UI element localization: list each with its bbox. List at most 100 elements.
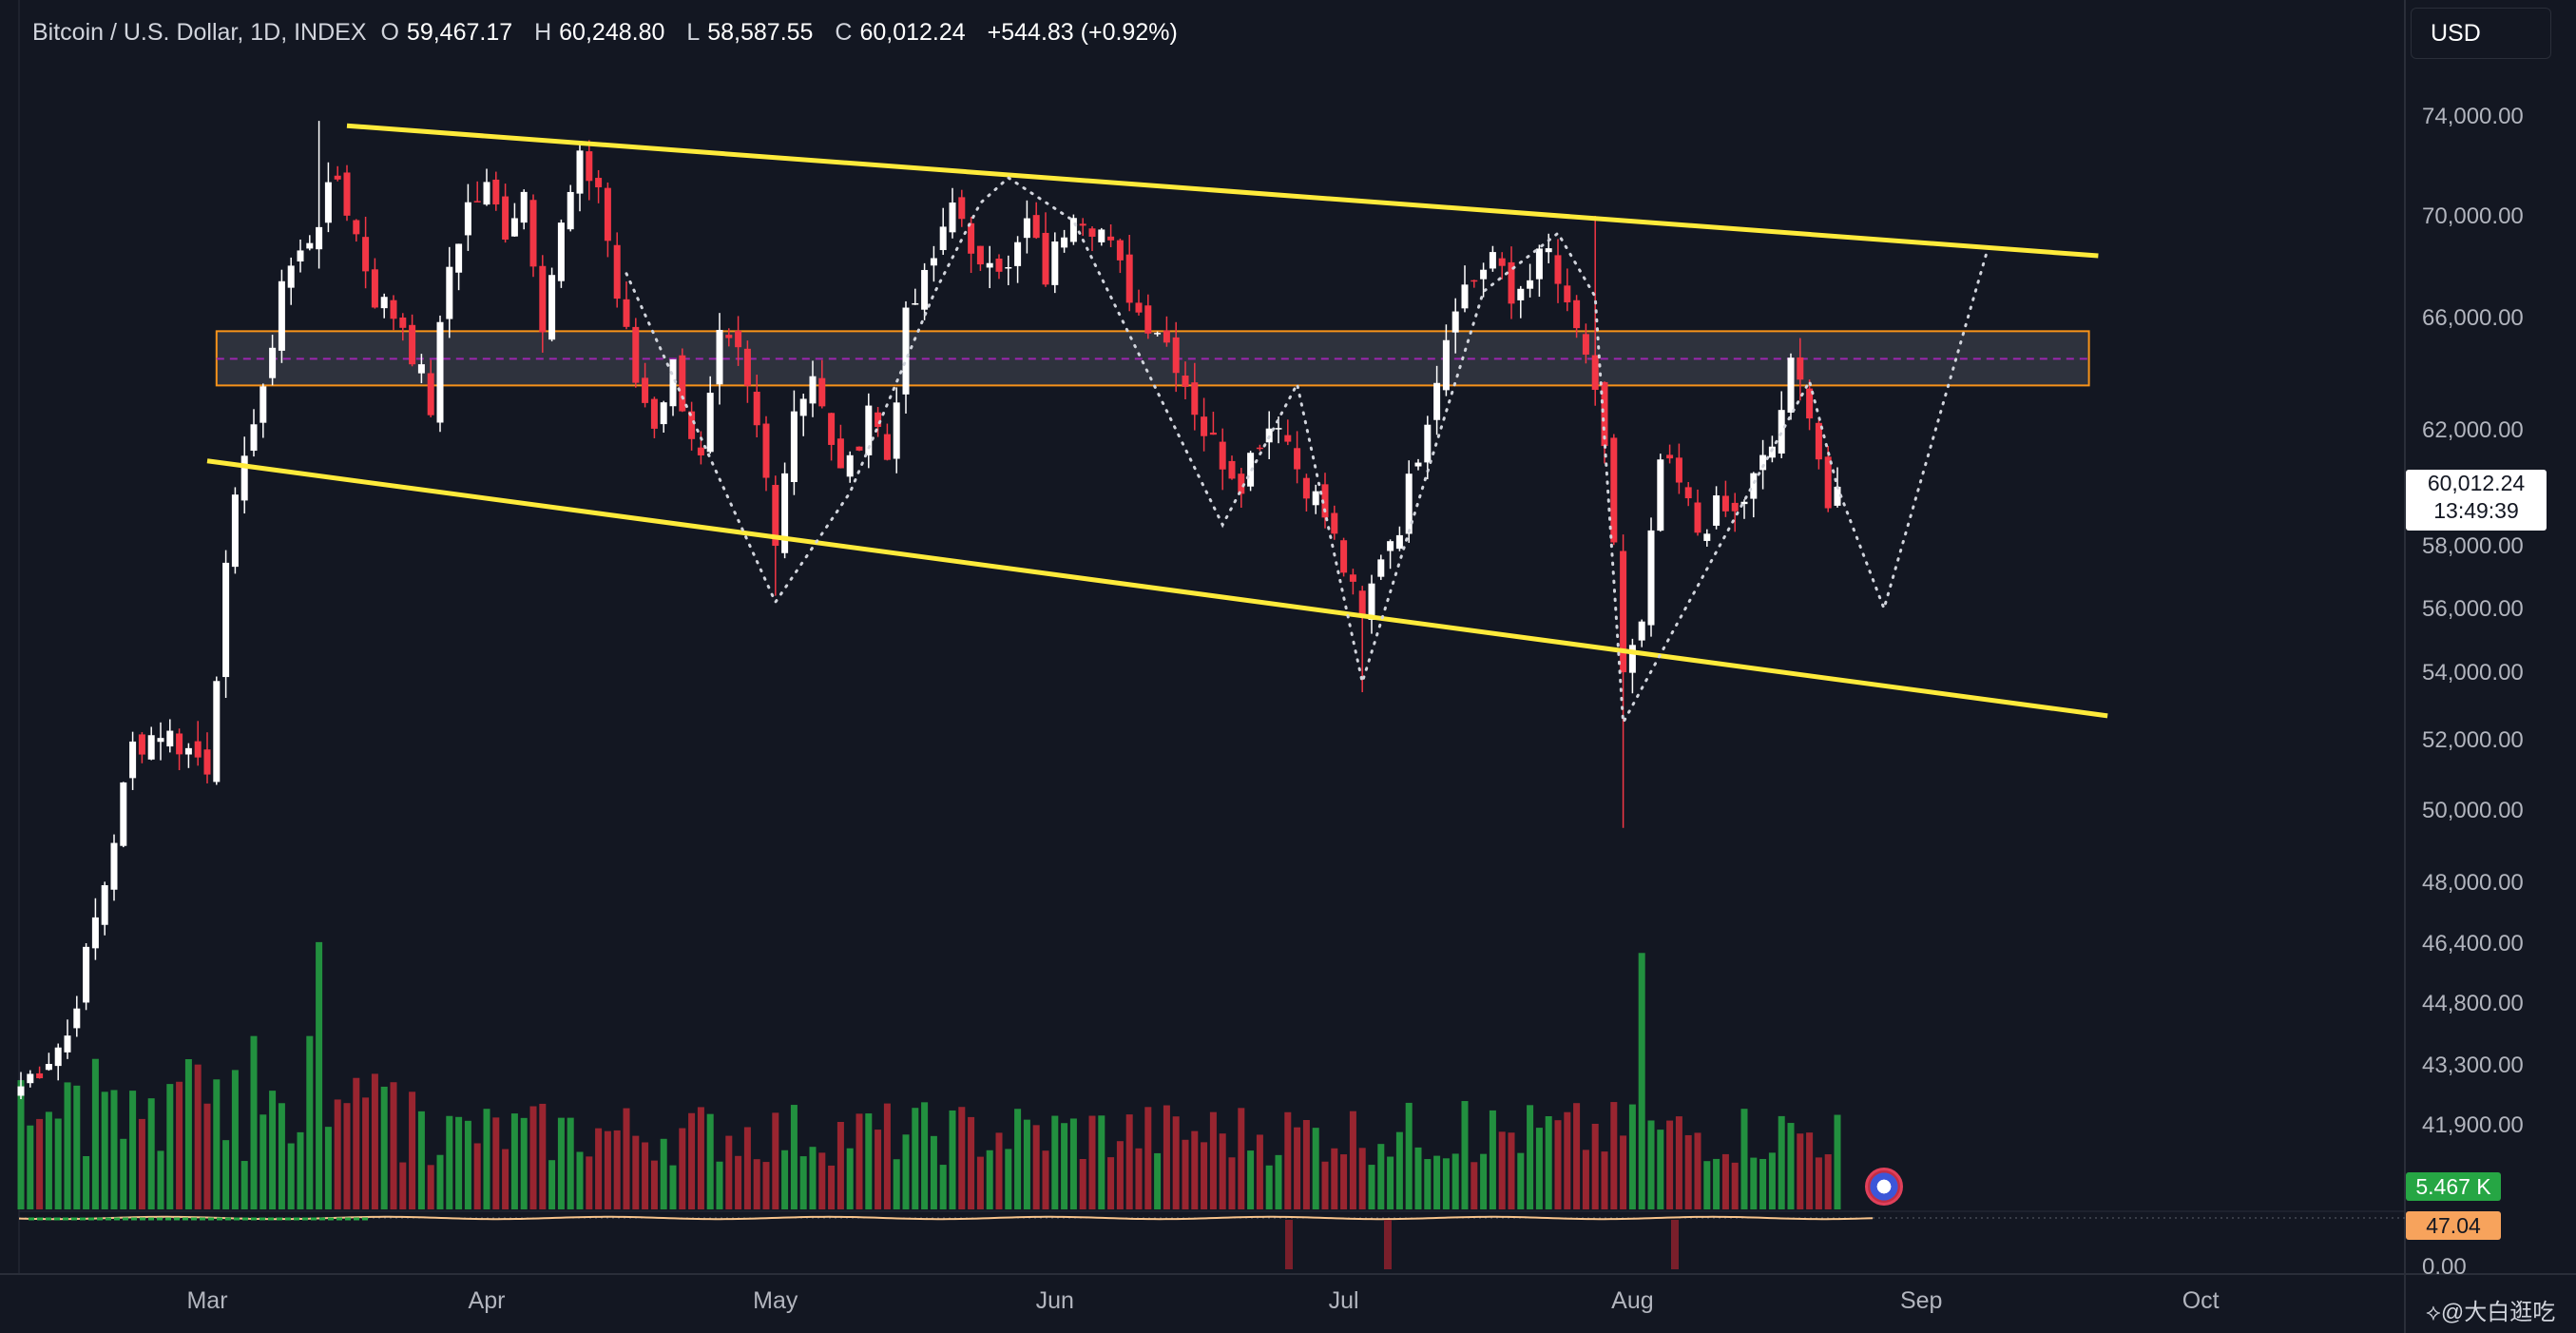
volume-bar	[157, 1150, 164, 1209]
price-axis-label: 48,000.00	[2422, 870, 2524, 896]
us-flag-event-icon[interactable]	[1865, 1168, 1903, 1206]
candle-body	[343, 172, 351, 216]
candle-body	[166, 730, 174, 747]
volume-bar	[921, 1102, 929, 1209]
candle-body	[1051, 241, 1059, 285]
indicator-spike	[1384, 1220, 1392, 1269]
volume-bar	[1628, 1104, 1636, 1209]
volume-bar	[1461, 1101, 1469, 1209]
candle-body	[1806, 388, 1814, 419]
volume-bar	[1647, 1120, 1655, 1209]
price-axis-label: 74,000.00	[2422, 104, 2524, 129]
candle-body	[1256, 447, 1263, 450]
volume-bar	[510, 1113, 518, 1209]
volume-bar	[120, 1138, 127, 1209]
volume-bar	[753, 1159, 760, 1209]
candle-body	[1684, 487, 1692, 499]
candle-body	[464, 202, 471, 236]
volume-bar	[716, 1161, 723, 1209]
volume-bar	[1545, 1116, 1552, 1209]
candle-body	[1135, 302, 1143, 313]
volume-bar	[1657, 1130, 1664, 1209]
candle-body	[1451, 311, 1459, 333]
volume-bar	[1527, 1105, 1534, 1209]
volume-bar	[799, 1156, 807, 1209]
volume-bar	[1238, 1108, 1245, 1209]
volume-bar	[1172, 1116, 1180, 1209]
candle-body	[632, 326, 640, 383]
volume-bar	[1582, 1149, 1589, 1209]
ohlc-open: O 59,467.17	[380, 19, 513, 46]
candle-body	[287, 265, 295, 288]
volume-bar	[436, 1154, 444, 1209]
volume-bar	[1023, 1119, 1030, 1209]
candle-body	[1564, 285, 1571, 302]
volume-bar	[706, 1113, 714, 1209]
candle-body	[1032, 215, 1040, 239]
volume-bar	[1061, 1123, 1068, 1209]
candle-body	[1517, 288, 1525, 300]
time-axis-label: Jun	[1036, 1287, 1074, 1314]
candle-body	[743, 348, 751, 386]
volume-bar	[642, 1142, 649, 1209]
candle-body	[45, 1063, 52, 1071]
volume-bar	[865, 1113, 873, 1209]
candle-body	[427, 373, 434, 415]
candle-body	[865, 405, 873, 455]
volume-bar	[250, 1035, 258, 1209]
candle-body	[818, 377, 826, 407]
volume-bar	[855, 1113, 863, 1209]
volume-bar	[1312, 1128, 1319, 1209]
candle-body	[586, 151, 593, 182]
time-axis-label: Oct	[2182, 1287, 2220, 1314]
volume-bar	[1591, 1123, 1599, 1209]
candle-body	[1731, 502, 1739, 512]
volume-bar	[73, 1085, 81, 1209]
candle-body	[1647, 530, 1655, 626]
volume-bar	[64, 1082, 71, 1209]
volume-bar	[362, 1097, 370, 1209]
candle-body	[436, 321, 444, 423]
candle-body	[968, 222, 975, 254]
candle-body	[1116, 240, 1124, 261]
volume-bar	[1042, 1150, 1049, 1209]
volume-bar	[595, 1128, 603, 1209]
candle-body	[548, 275, 556, 340]
volume-bar	[1424, 1159, 1432, 1209]
candle-body	[921, 269, 929, 310]
candle-body	[1489, 252, 1496, 269]
volume-bar	[1265, 1165, 1273, 1209]
ohlc-low: L 58,587.55	[686, 19, 814, 46]
indicator-value-tag: 47.04	[2406, 1211, 2501, 1240]
symbol-title[interactable]: Bitcoin / U.S. Dollar, 1D, INDEX	[32, 19, 367, 46]
ohlc-close: C 60,012.24	[835, 19, 966, 46]
currency-button[interactable]: USD	[2411, 8, 2551, 59]
volume-bar	[1824, 1154, 1832, 1209]
volume-bar	[604, 1130, 611, 1209]
volume-bar	[110, 1090, 118, 1209]
last-price-value: 60,012.24	[2427, 471, 2526, 495]
candle-body	[1079, 223, 1086, 226]
volume-bar	[343, 1103, 351, 1209]
candle-body	[1368, 583, 1375, 620]
last-price-label: 60,012.24 13:49:39	[2406, 470, 2547, 531]
candle-body	[1219, 441, 1226, 470]
volume-bar	[287, 1143, 295, 1209]
volume-bar	[1079, 1158, 1086, 1209]
volume-bar	[54, 1118, 62, 1209]
candle-body	[1545, 248, 1552, 253]
volume-bar	[1675, 1116, 1682, 1209]
volume-bar	[1451, 1153, 1459, 1209]
volume-bar	[930, 1135, 937, 1209]
candle-body	[222, 562, 230, 678]
volume-bar	[1209, 1111, 1217, 1209]
volume-bar	[1703, 1161, 1711, 1209]
volume-bar	[725, 1135, 733, 1209]
volume-bar	[390, 1082, 397, 1209]
price-axis-label: 46,400.00	[2422, 931, 2524, 956]
candle-body	[390, 299, 397, 319]
volume-bar	[539, 1103, 547, 1209]
candle-body	[1098, 229, 1105, 242]
